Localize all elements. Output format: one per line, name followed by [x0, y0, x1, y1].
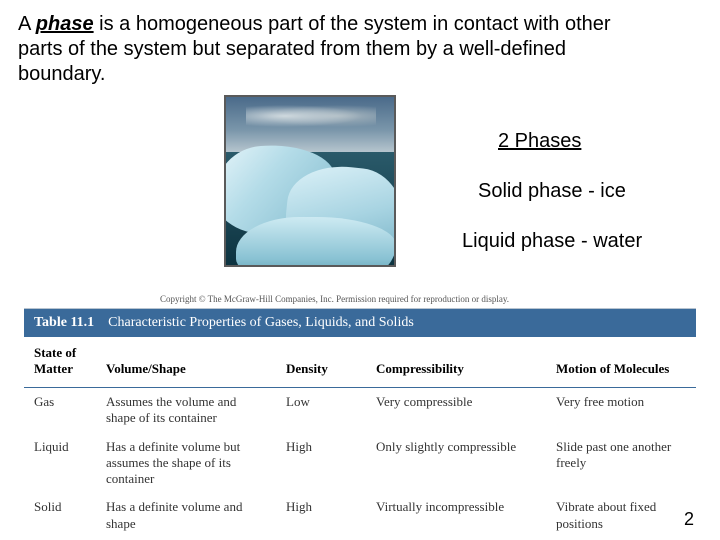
table-row: Gas Assumes the volume and shape of its … — [24, 388, 696, 433]
cell-density: High — [276, 493, 366, 538]
iceberg-image — [224, 95, 396, 267]
cell-motion: Vibrate about fixed positions — [546, 493, 696, 538]
cell-volshape: Has a definite volume but assumes the sh… — [96, 433, 276, 494]
table-row: Liquid Has a definite volume but assumes… — [24, 433, 696, 494]
copyright-notice: Copyright © The McGraw-Hill Companies, I… — [160, 294, 509, 304]
table-title-bar: Table 11.1 Characteristic Properties of G… — [24, 308, 696, 337]
cell-motion: Slide past one another freely — [546, 433, 696, 494]
cell-state: Liquid — [24, 433, 96, 494]
col-header-state: State of Matter — [24, 337, 96, 388]
table-row: Solid Has a definite volume and shape Hi… — [24, 493, 696, 538]
phases-heading: 2 Phases — [498, 130, 581, 153]
cell-state: Solid — [24, 493, 96, 538]
page-number: 2 — [684, 509, 694, 530]
phase-solid-label: Solid phase - ice — [478, 180, 626, 203]
properties-table: State of Matter Volume/Shape Density Com… — [24, 337, 696, 538]
cell-compress: Only slightly compressible — [366, 433, 546, 494]
image-ice-chunk — [236, 217, 396, 267]
image-clouds — [246, 103, 376, 129]
cell-compress: Virtually incompressible — [366, 493, 546, 538]
col-header-volume-shape: Volume/Shape — [96, 337, 276, 388]
cell-compress: Very compressible — [366, 388, 546, 433]
table-title: Characteristic Properties of Gases, Liqu… — [108, 315, 414, 330]
cell-density: High — [276, 433, 366, 494]
cell-volshape: Assumes the volume and shape of its cont… — [96, 388, 276, 433]
definition-term: phase — [36, 13, 94, 35]
cell-state: Gas — [24, 388, 96, 433]
definition-prefix: A — [18, 13, 36, 35]
col-header-motion: Motion of Molecules — [546, 337, 696, 388]
cell-volshape: Has a definite volume and shape — [96, 493, 276, 538]
definition-rest: is a homogeneous part of the system in c… — [18, 13, 611, 85]
table-header-row: State of Matter Volume/Shape Density Com… — [24, 337, 696, 388]
cell-motion: Very free motion — [546, 388, 696, 433]
col-header-density: Density — [276, 337, 366, 388]
col-header-compressibility: Compressibility — [366, 337, 546, 388]
table-number: Table 11.1 — [34, 315, 94, 330]
phase-liquid-label: Liquid phase - water — [462, 230, 642, 253]
cell-density: Low — [276, 388, 366, 433]
phase-definition: A phase is a homogeneous part of the sys… — [18, 12, 658, 87]
properties-table-container: Table 11.1 Characteristic Properties of G… — [24, 308, 696, 538]
